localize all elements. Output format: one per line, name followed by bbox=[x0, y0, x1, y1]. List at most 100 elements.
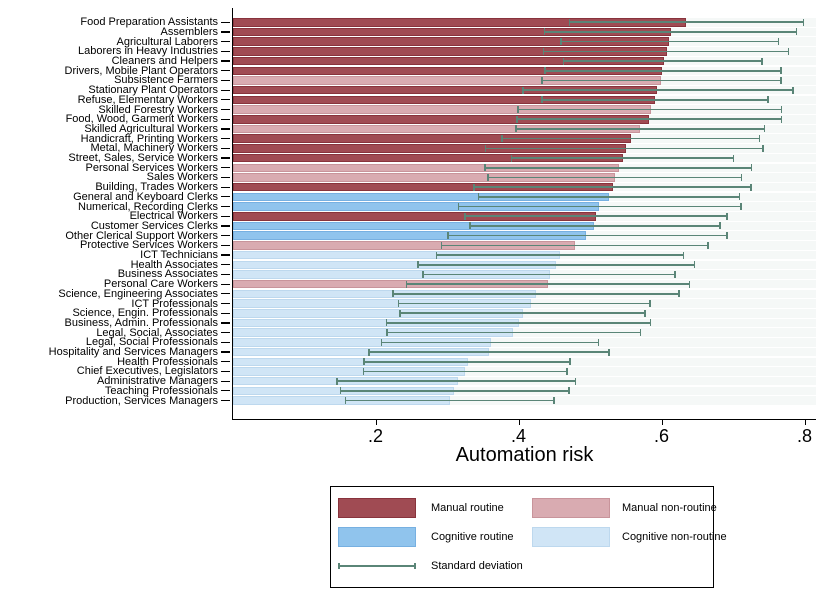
sd-whisker-cap-right bbox=[739, 203, 742, 211]
sd-whisker-line bbox=[516, 118, 783, 121]
legend-swatch-manual-routine bbox=[338, 498, 416, 518]
sd-whisker-line bbox=[484, 166, 753, 169]
category-tick bbox=[221, 351, 230, 353]
sd-whisker-cap-right bbox=[682, 251, 685, 259]
category-label: Administrative Managers bbox=[96, 375, 218, 388]
sd-whisker-cap-right bbox=[644, 309, 646, 317]
sd-whisker-cap-right bbox=[693, 261, 696, 269]
sd-whisker-line bbox=[362, 370, 568, 373]
sd-whisker-cap-left bbox=[568, 18, 571, 26]
sd-whisker-cap-left bbox=[469, 222, 471, 230]
sd-whisker-line bbox=[421, 273, 676, 276]
sd-whisker-cap-left bbox=[405, 280, 408, 288]
sd-whisker-line bbox=[380, 341, 600, 344]
category-label: Legal, Social, Associates bbox=[96, 326, 218, 339]
category-label: Health Professionals bbox=[117, 355, 218, 368]
category-tick bbox=[221, 273, 230, 276]
sd-whisker-cap-left bbox=[487, 173, 489, 181]
sd-whisker-cap-left bbox=[510, 154, 513, 162]
sd-whisker-cap-left bbox=[368, 348, 370, 356]
sd-whisker-line bbox=[339, 390, 570, 392]
x-axis-title: Automation risk bbox=[455, 444, 594, 466]
category-tick bbox=[221, 215, 230, 217]
sd-whisker-cap-left bbox=[477, 193, 480, 201]
sd-whisker-cap-right bbox=[792, 86, 794, 94]
sd-whisker-line bbox=[397, 302, 651, 305]
category-label: Legal, Social Professionals bbox=[85, 336, 218, 349]
category-tick bbox=[221, 147, 230, 149]
category-label: ICT Technicians bbox=[140, 249, 218, 262]
sd-whisker-cap-right bbox=[740, 173, 743, 181]
category-tick bbox=[221, 196, 230, 198]
category-tick bbox=[221, 322, 230, 324]
sd-whisker-cap-left bbox=[517, 106, 519, 114]
sd-whisker-cap-left bbox=[484, 144, 487, 152]
category-label: Building, Trades Workers bbox=[95, 181, 218, 194]
category-tick bbox=[221, 176, 230, 179]
category-label: Metal, Machinery Workers bbox=[90, 142, 218, 155]
category-tick bbox=[221, 89, 230, 91]
sd-whisker-cap-right bbox=[787, 47, 790, 55]
sd-whisker-cap-left bbox=[522, 86, 524, 94]
sd-whisker-cap-right bbox=[688, 280, 691, 288]
category-label: Teaching Professionals bbox=[104, 384, 218, 397]
sd-whisker-cap-left bbox=[559, 38, 562, 46]
sd-whisker-cap-left bbox=[464, 212, 466, 220]
sd-whisker-line bbox=[510, 157, 735, 159]
legend-label: Cognitive non-routine bbox=[622, 531, 727, 543]
category-tick bbox=[221, 390, 230, 392]
sd-whisker-cap-right bbox=[649, 319, 652, 327]
sd-whisker-cap-right bbox=[553, 397, 555, 405]
category-label: Numerical, Recording Clerks bbox=[78, 200, 218, 213]
sd-whisker-cap-right bbox=[566, 367, 568, 375]
category-tick bbox=[221, 167, 230, 169]
sd-whisker-line bbox=[501, 137, 761, 140]
category-label: Sales Workers bbox=[146, 171, 218, 184]
sd-whisker-cap-left bbox=[542, 47, 545, 55]
category-label: Laborers in Heavy Industries bbox=[77, 45, 218, 58]
sd-whisker-line bbox=[522, 89, 794, 91]
category-tick bbox=[221, 244, 230, 246]
category-label: Hospitality and Services Managers bbox=[48, 346, 218, 359]
sd-whisker-line bbox=[457, 205, 742, 208]
category-tick bbox=[221, 157, 230, 159]
sd-whisker-cap-right bbox=[780, 76, 782, 84]
category-label: Street, Sales, Service Workers bbox=[68, 152, 218, 165]
sd-whisker-cap-left bbox=[385, 319, 388, 327]
category-tick bbox=[221, 186, 230, 188]
sd-whisker-cap-right bbox=[639, 329, 642, 337]
sd-whisker-cap-right bbox=[597, 338, 600, 346]
sd-whisker-cap-right bbox=[758, 135, 761, 143]
category-tick bbox=[221, 302, 230, 305]
sd-whisker-cap-right bbox=[726, 212, 728, 220]
sd-whisker-line bbox=[391, 293, 681, 295]
sd-whisker-cap-right bbox=[574, 377, 577, 385]
sd-whisker-cap-left bbox=[336, 377, 338, 385]
legend-swatch-manual-nonroutine bbox=[532, 498, 610, 518]
category-tick bbox=[221, 312, 230, 314]
sd-whisker-line bbox=[541, 99, 769, 101]
sd-whisker-line bbox=[405, 283, 691, 285]
category-tick bbox=[221, 205, 230, 208]
sd-whisker-line bbox=[484, 147, 764, 150]
sd-whisker-cap-right bbox=[761, 57, 764, 65]
legend-sd-cap-right bbox=[414, 563, 416, 569]
category-label: General and Keyboard Clerks bbox=[73, 190, 218, 203]
category-tick bbox=[221, 254, 230, 256]
sd-whisker-cap-left bbox=[543, 28, 546, 36]
category-tick bbox=[221, 361, 230, 363]
sd-whisker-line bbox=[542, 50, 790, 53]
sd-whisker-cap-right bbox=[749, 183, 752, 191]
category-label: Science, Engineering Associates bbox=[58, 287, 218, 300]
category-label: Handicraft, Printing Workers bbox=[80, 132, 218, 145]
category-label: Food, Wood, Garment Workers bbox=[65, 113, 218, 126]
sd-whisker-line bbox=[514, 128, 766, 130]
x-axis-tick bbox=[375, 419, 377, 425]
sd-whisker-line bbox=[559, 40, 780, 43]
sd-whisker-cap-left bbox=[501, 135, 503, 143]
sd-whisker-cap-right bbox=[780, 67, 782, 75]
category-tick bbox=[221, 99, 230, 101]
sd-whisker-line bbox=[517, 108, 783, 111]
category-label: Business, Admin. Professionals bbox=[64, 316, 218, 329]
sd-whisker-cap-right bbox=[780, 115, 783, 123]
